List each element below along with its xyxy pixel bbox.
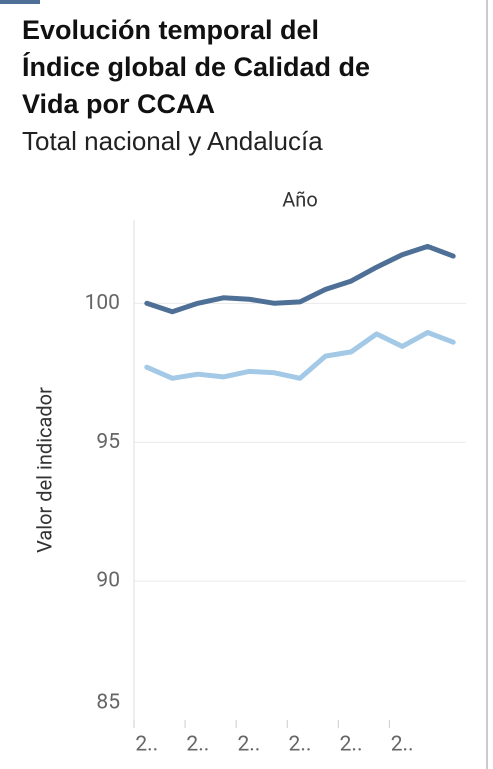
x-tick-label: 2.. <box>186 733 209 757</box>
x-tick-label: 2.. <box>391 733 414 757</box>
x-tick-label: 2.. <box>289 733 312 757</box>
title-source: Evolución temporal del Índice global de C… <box>22 15 370 119</box>
x-tick-label: 2.. <box>237 733 260 757</box>
y-tick-label: 90 <box>96 569 120 593</box>
y-tick-label: 95 <box>96 430 120 454</box>
top-strip <box>0 0 40 4</box>
x-tick-label: 2.. <box>135 733 158 757</box>
column-header: Año <box>282 187 318 211</box>
y-tick-label: 100 <box>85 291 120 315</box>
y-tick-label: 85 <box>96 691 120 715</box>
line-series <box>144 243 456 315</box>
y-axis-label: Valor del indicador <box>32 387 56 553</box>
line-series <box>144 330 456 381</box>
x-tick-label: 2.. <box>340 733 363 757</box>
subtitle: Total nacional y Andalucía <box>22 126 323 156</box>
